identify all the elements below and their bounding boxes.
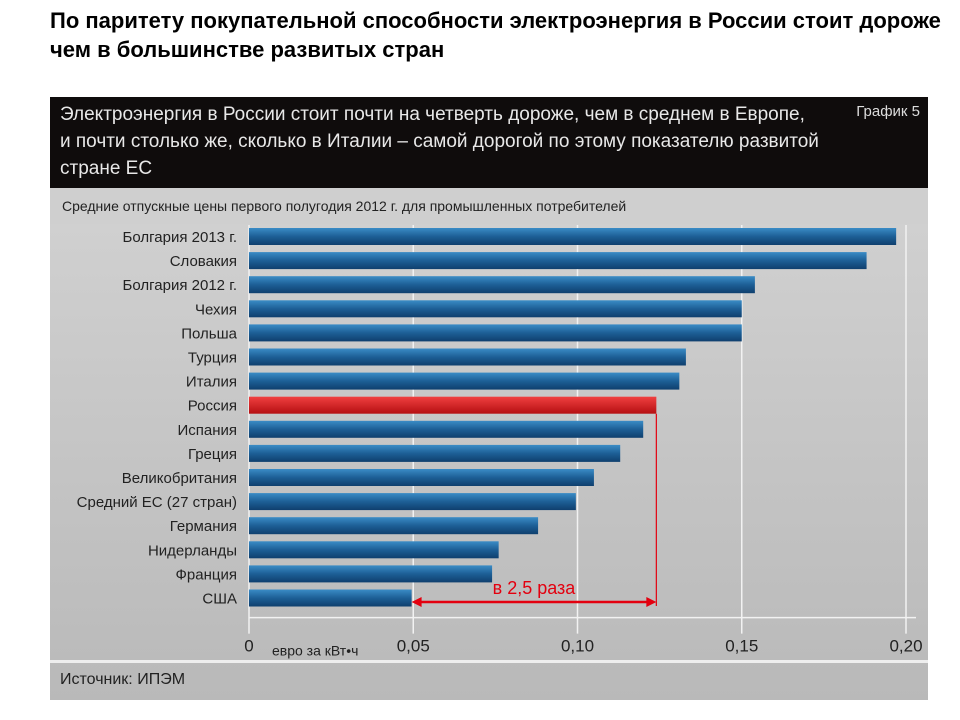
category-label: Болгария 2012 г. — [123, 277, 237, 294]
figure-header-text: Электроэнергия в России стоит почти на ч… — [60, 104, 819, 179]
category-label: Болгария 2013 г. — [123, 229, 237, 246]
bar-8 — [249, 420, 644, 438]
category-label: США — [202, 591, 237, 608]
bar-3 — [249, 300, 742, 318]
bar-13 — [249, 541, 499, 559]
x-axis-label: евро за кВт•ч — [272, 643, 358, 659]
tick-label: 0,05 — [397, 637, 430, 656]
tick-label: 0,20 — [889, 637, 922, 656]
chart-figure: Электроэнергия в России стоит почти на ч… — [50, 97, 928, 700]
bar-2 — [249, 276, 755, 294]
arrowhead-right-icon — [646, 597, 657, 607]
bar-6 — [249, 372, 680, 390]
category-label: Франция — [176, 566, 237, 583]
subtitle-band — [50, 188, 928, 224]
chart-title: Средние отпускные цены первого полугодия… — [62, 198, 627, 214]
bar-4 — [249, 324, 742, 342]
category-label: Великобритания — [122, 470, 237, 487]
category-label: Греция — [188, 446, 237, 463]
tick-label: 0,15 — [725, 637, 758, 656]
annotation-label: в 2,5 раза — [493, 578, 577, 598]
category-label: Турция — [188, 350, 237, 367]
bar-15 — [249, 589, 412, 607]
bar-9 — [249, 444, 621, 462]
bar-12 — [249, 517, 539, 535]
bar-0 — [249, 228, 897, 245]
divider — [50, 660, 928, 663]
category-label: Нидерланды — [148, 542, 237, 559]
bar-chart: 0 0,05 0,10 0,15 0,20 евро за кВт•ч Болгария 2… — [50, 188, 928, 659]
tick-label: 0,10 — [561, 637, 594, 656]
bar-7 — [249, 396, 657, 414]
bar-1 — [249, 252, 867, 270]
arrowhead-left-icon — [411, 597, 422, 607]
figure-number: График 5 — [856, 103, 920, 120]
category-label: Италия — [186, 374, 237, 391]
bar-5 — [249, 348, 686, 366]
figure-header: Электроэнергия в России стоит почти на ч… — [50, 97, 928, 188]
category-label: Испания — [177, 422, 237, 439]
category-label: Германия — [170, 518, 237, 535]
bar-11 — [249, 493, 576, 511]
category-label: Россия — [188, 398, 237, 415]
bar-10 — [249, 469, 594, 486]
category-label: Польша — [181, 325, 237, 342]
category-label: Словакия — [170, 253, 237, 270]
source-note: Источник: ИПЭМ — [60, 671, 186, 688]
tick-label: 0 — [244, 637, 253, 656]
bar-14 — [249, 565, 493, 583]
slide-title: По паритету покупательной способности эл… — [50, 8, 941, 62]
category-label: Средний ЕС (27 стран) — [77, 494, 237, 511]
category-label: Чехия — [195, 301, 237, 318]
